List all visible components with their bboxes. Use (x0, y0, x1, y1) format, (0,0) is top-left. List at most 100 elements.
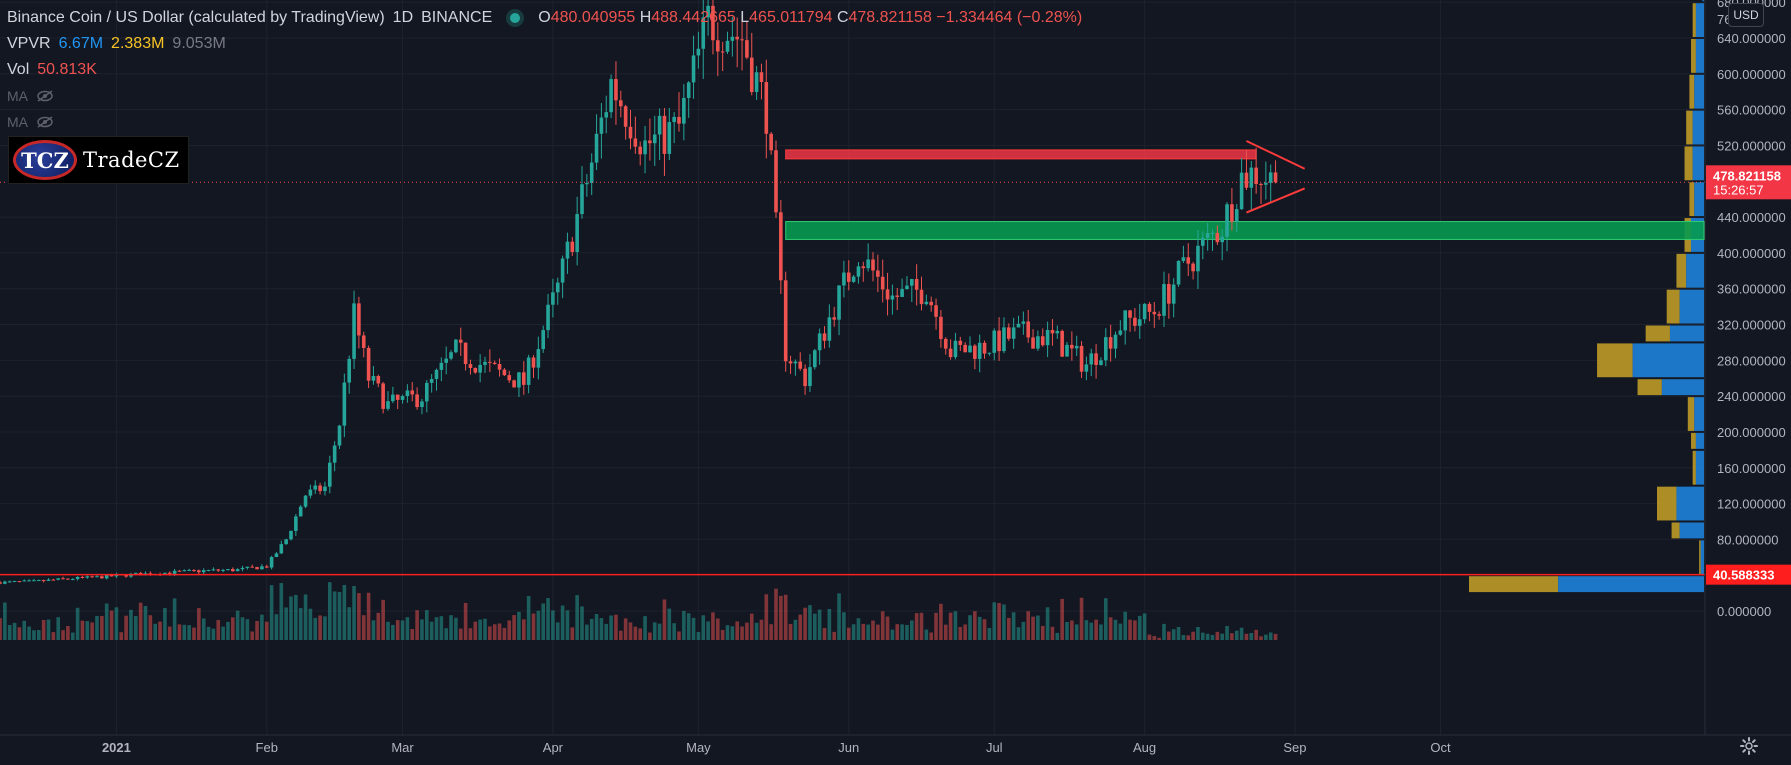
candle-body (832, 317, 836, 320)
volume-bar (1220, 633, 1224, 640)
candle-body (1016, 323, 1021, 328)
candle-body (201, 570, 206, 573)
volume-bar (745, 622, 749, 640)
volume-bar (458, 628, 463, 640)
volume-bar (512, 615, 516, 640)
vol-label[interactable]: Vol (7, 61, 30, 78)
candle-body (982, 342, 987, 354)
candle-body (274, 553, 279, 558)
volume-bar (1016, 627, 1021, 640)
volume-bar (328, 582, 332, 640)
volume-bar (788, 624, 793, 640)
volume-bar (27, 626, 31, 640)
price-axis[interactable]: 720.000000680.000000640.000000600.000000… (1704, 0, 1791, 765)
candle-body (235, 569, 240, 572)
vp-down-bar (1686, 110, 1693, 145)
candle-body (813, 350, 817, 368)
vp-up-bar (1679, 289, 1704, 324)
volume-bar (231, 617, 235, 640)
candle-body (1070, 344, 1074, 349)
interval-label[interactable]: 1D (392, 9, 414, 26)
candle-body (1273, 172, 1278, 183)
candle-body (1065, 344, 1069, 357)
vp-up-bar (1694, 182, 1704, 217)
time-tick-label: 2021 (102, 740, 131, 755)
candle-body (197, 570, 201, 573)
volume-bar (1137, 615, 1142, 640)
vp-up-bar (1695, 432, 1704, 449)
candle-body (415, 394, 419, 408)
gear-icon[interactable] (1739, 736, 1759, 756)
candle-body (1244, 172, 1249, 188)
vol-row[interactable]: Vol 50.813K (7, 57, 1082, 83)
candle-body (885, 289, 890, 300)
ma2-label[interactable]: MA (7, 114, 28, 130)
candle-body (85, 576, 90, 578)
volume-bar (614, 614, 618, 640)
time-axis[interactable]: 2021 Feb Mar Apr May Jun Jul Aug Sep Oct (0, 734, 1791, 755)
candle-body (701, 17, 706, 49)
vpvr-row[interactable]: VPVR 6.67M 2.383M 9.053M (7, 31, 1082, 57)
candle-body (1225, 204, 1229, 237)
candle-body (1050, 329, 1055, 334)
vp-up-bar (1686, 253, 1704, 288)
ma2-row[interactable]: MA (7, 109, 1082, 135)
symbol-title[interactable]: Binance Coin / US Dollar (calculated by … (7, 9, 385, 26)
price-tick-label: 360.000000 (1717, 282, 1786, 297)
candle-body (842, 272, 846, 286)
candle-body (880, 276, 885, 290)
candle-body (221, 569, 225, 571)
volume-bar (531, 613, 536, 640)
volume-bar (977, 616, 982, 640)
volume-bar (604, 623, 609, 640)
volume-bar (929, 632, 933, 640)
time-tick-label: Feb (256, 740, 278, 755)
ma1-label[interactable]: MA (7, 88, 28, 104)
candle-body (1264, 182, 1268, 185)
volume-bar (1104, 598, 1108, 640)
volume-bar (95, 616, 99, 640)
vp-up-bar (1679, 522, 1704, 539)
candle-body (1181, 257, 1186, 261)
price-tick-label: 520.000000 (1717, 138, 1786, 153)
candle-body (522, 372, 526, 385)
volume-bar (1113, 619, 1118, 640)
volume-bar (546, 598, 550, 640)
candle-body (177, 570, 182, 572)
ma1-row[interactable]: MA (7, 83, 1082, 109)
candle-body (22, 580, 27, 582)
volume-bar (793, 619, 798, 640)
volume-bar (910, 620, 914, 640)
candle-body (555, 282, 560, 293)
volume-bar (177, 624, 182, 640)
volume-bar (129, 609, 133, 640)
volume-bar (633, 626, 638, 640)
candle-body (638, 146, 642, 155)
vpvr-label[interactable]: VPVR (7, 35, 51, 52)
candle-body (264, 566, 269, 568)
volume-bar (774, 588, 778, 640)
volume-bar (905, 625, 909, 640)
volume-bar (716, 618, 720, 640)
volume-bar (279, 583, 284, 640)
currency-button[interactable]: USD (1728, 3, 1764, 27)
volume-bar (361, 615, 366, 640)
candle-body (308, 489, 313, 496)
hidden-eye-icon[interactable] (36, 116, 54, 128)
candle-body (395, 394, 400, 400)
candle-body (454, 339, 458, 353)
volume-bar (735, 621, 739, 640)
candle-body (279, 544, 284, 554)
hidden-eye-icon[interactable] (36, 90, 54, 102)
volume-bar (245, 619, 250, 640)
candle-body (774, 150, 778, 213)
volume-bar (1079, 597, 1084, 640)
candle-body (323, 486, 327, 492)
candle-body (512, 380, 516, 388)
candle-body (963, 344, 967, 353)
vp-down-bar (1684, 146, 1693, 181)
volume-bar (764, 594, 769, 640)
drawing-lines (0, 140, 1705, 576)
candle-body (808, 367, 812, 387)
